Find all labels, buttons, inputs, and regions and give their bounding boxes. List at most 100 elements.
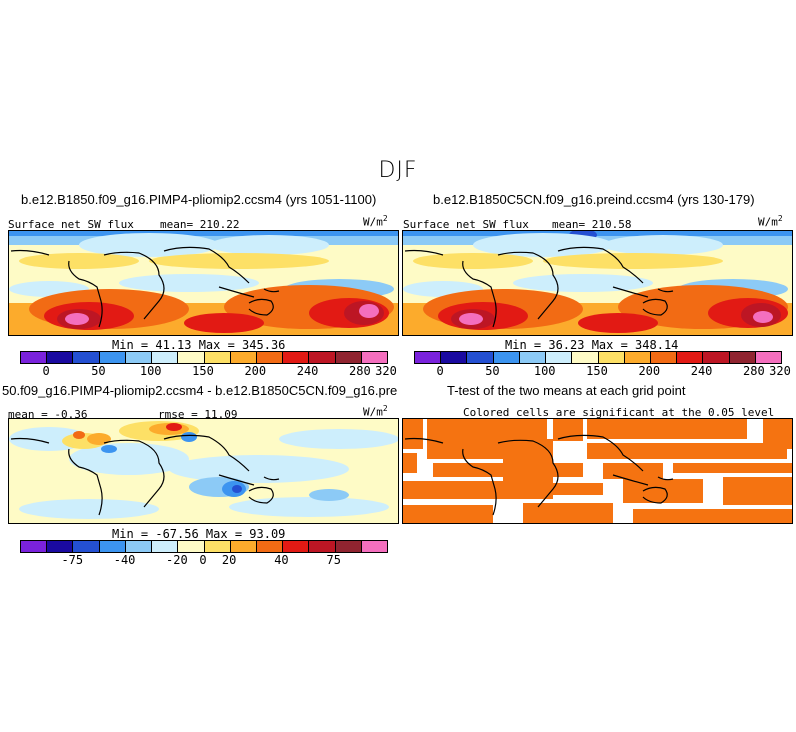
colorbar-tick-label: 200	[244, 364, 267, 378]
panel1-units: W/m2	[363, 214, 388, 229]
colorbar-tick-label: 50	[91, 364, 106, 378]
colorbar-swatch	[467, 352, 494, 363]
panel2-variable-label: Surface net SW flux	[403, 218, 529, 231]
colorbar-swatch	[755, 352, 782, 363]
colorbar-swatch	[21, 352, 48, 363]
colorbar-swatch	[335, 352, 362, 363]
panel4-title: T-test of the two means at each grid poi…	[447, 383, 686, 398]
panel2-case-title: b.e12.B1850C5CN.f09_g16.preind.ccsm4 (yr…	[433, 192, 755, 207]
colorbar-tick-label: 150	[192, 364, 214, 378]
panel2-colorbar-ticks: 0 50 100 150 200 240 280 320	[394, 364, 794, 380]
panel2-flux-field	[403, 231, 792, 335]
colorbar-swatch	[677, 352, 704, 363]
colorbar-swatch	[152, 352, 179, 363]
colorbar-swatch	[230, 541, 257, 552]
colorbar-swatch	[256, 541, 284, 552]
colorbar-swatch	[73, 352, 100, 363]
colorbar-tick-label: 20	[221, 553, 237, 567]
colorbar-swatch	[335, 541, 362, 552]
panel4-coastlines	[404, 434, 674, 516]
colorbar-swatch	[598, 352, 625, 363]
panel2-units: W/m2	[758, 214, 783, 229]
season-title: DJF	[378, 158, 418, 183]
panel1-variable-label: Surface net SW flux	[8, 218, 134, 231]
colorbar-swatch	[99, 352, 126, 363]
colorbar-tick-label: 40	[274, 553, 289, 567]
panel1-map	[8, 230, 399, 336]
panel3-case-title: 50.f09_g16.PIMP4-pliomip2.ccsm4 - b.e12.…	[2, 383, 398, 398]
colorbar-swatch	[47, 541, 74, 552]
colorbar-tick-label: 240	[690, 364, 713, 378]
colorbar-swatch	[441, 352, 468, 363]
colorbar-tick-label: -20	[166, 553, 188, 567]
colorbar-swatch	[493, 352, 520, 363]
colorbar-tick-label: 0	[42, 364, 50, 378]
panel3-rmse-label: rmse = 11.09	[158, 408, 238, 421]
colorbar-tick-label: 100	[533, 364, 556, 378]
colorbar-swatch	[361, 352, 388, 363]
colorbar-swatch	[546, 352, 573, 363]
colorbar-swatch	[650, 352, 678, 363]
panel4-significant-cells	[403, 419, 792, 523]
colorbar-tick-label: 280	[743, 364, 765, 378]
colorbar-swatch	[204, 352, 231, 363]
colorbar-swatch	[21, 541, 48, 552]
colorbar-tick-label: 320	[375, 364, 397, 378]
colorbar-tick-label: 240	[296, 364, 319, 378]
panel1-flux-field	[9, 231, 398, 335]
panel2-colorbar	[414, 351, 782, 364]
colorbar-swatch	[256, 352, 284, 363]
colorbar-swatch	[729, 352, 756, 363]
panel1-colorbar-ticks: 0 50 100 150 200 240 280 320	[0, 364, 400, 380]
colorbar-swatch	[152, 541, 179, 552]
panel1-coastlines	[10, 246, 280, 328]
colorbar-swatch	[73, 541, 100, 552]
colorbar-swatch	[47, 352, 74, 363]
colorbar-tick-label: 320	[769, 364, 791, 378]
panel1-mean-label: mean= 210.22	[160, 218, 240, 231]
panel4-map	[402, 418, 793, 524]
panel3-map	[8, 418, 399, 524]
colorbar-swatch	[572, 352, 599, 363]
colorbar-swatch	[99, 541, 126, 552]
colorbar-swatch	[519, 352, 547, 363]
panel1-colorbar	[20, 351, 388, 364]
panel2-coastlines	[404, 246, 674, 328]
colorbar-swatch	[624, 352, 651, 363]
colorbar-swatch	[125, 541, 153, 552]
colorbar-tick-label: 100	[139, 364, 162, 378]
panel2-minmax: Min = 36.23 Max = 348.14	[505, 338, 679, 352]
colorbar-swatch	[309, 541, 336, 552]
panel3-units: W/m2	[363, 404, 388, 419]
colorbar-swatch	[283, 352, 310, 363]
colorbar-tick-label: 0	[199, 553, 207, 567]
panel3-colorbar-ticks: -75 -40 -20 0 20 40 75	[0, 553, 400, 569]
colorbar-swatch	[204, 541, 231, 552]
panel3-mean-label: mean = -0.36	[8, 408, 88, 421]
panel3-coastlines	[10, 434, 280, 516]
colorbar-tick-label: 150	[586, 364, 608, 378]
colorbar-tick-label: 75	[326, 553, 341, 567]
colorbar-tick-label: 50	[485, 364, 500, 378]
panel4-subtitle: Colored cells are significant at the 0.0…	[463, 406, 775, 419]
colorbar-swatch	[230, 352, 257, 363]
colorbar-swatch	[125, 352, 153, 363]
panel2-map	[402, 230, 793, 336]
colorbar-swatch	[415, 352, 442, 363]
colorbar-tick-label: -40	[113, 553, 136, 567]
colorbar-swatch	[283, 541, 310, 552]
colorbar-tick-label: 200	[638, 364, 661, 378]
panel1-minmax: Min = 41.13 Max = 345.36	[112, 338, 286, 352]
colorbar-swatch	[703, 352, 730, 363]
colorbar-swatch	[178, 541, 205, 552]
panel3-minmax: Min = -67.56 Max = 93.09	[112, 527, 286, 541]
panel1-case-title: b.e12.B1850.f09_g16.PIMP4-pliomip2.ccsm4…	[21, 192, 377, 207]
colorbar-tick-label: 0	[436, 364, 444, 378]
panel2-mean-label: mean= 210.58	[552, 218, 632, 231]
panel3-colorbar	[20, 540, 388, 553]
panel4-significance-field	[403, 419, 792, 523]
colorbar-swatch	[309, 352, 336, 363]
colorbar-tick-label: -75	[61, 553, 84, 567]
colorbar-tick-label: 280	[349, 364, 371, 378]
colorbar-swatch	[178, 352, 205, 363]
